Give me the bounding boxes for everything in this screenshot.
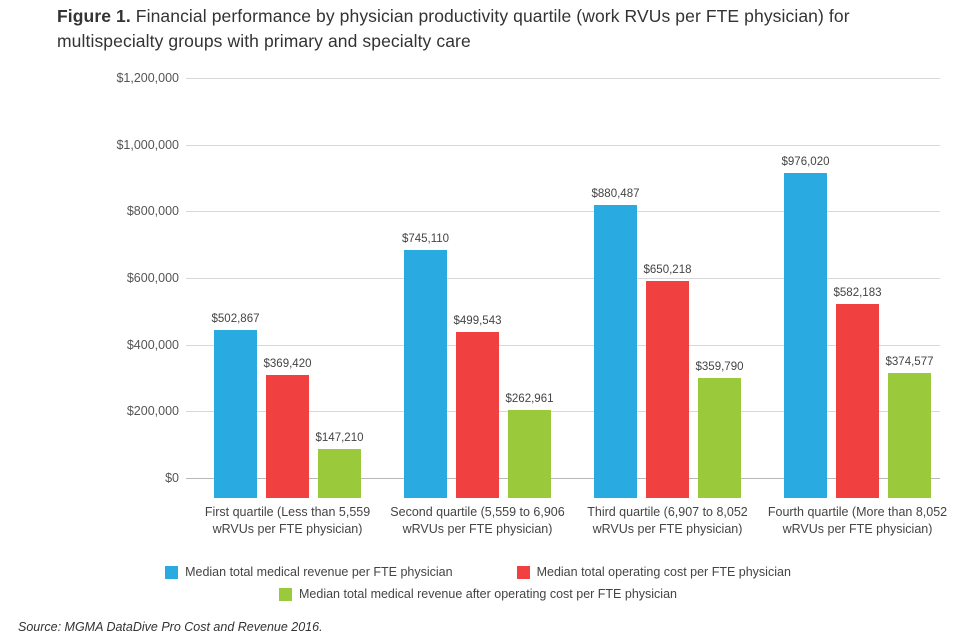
bar-rect (698, 378, 741, 498)
bar-group: $880,487 $650,218 $359,790 Third quartile (… (587, 98, 748, 536)
x-axis-category-label: Second quartile (5,559 to 6,906 wRVUs pe… (390, 505, 565, 536)
bar-value-label: $745,110 (401, 232, 450, 245)
y-axis-tick-label: $600,000 (126, 271, 179, 285)
bar: $499,543 (454, 315, 501, 498)
gridline (186, 211, 940, 213)
bar: $369,420 (264, 358, 311, 498)
bar: $650,218 (644, 264, 691, 498)
y-axis-tick-label: $200,000 (126, 404, 179, 419)
y-axis-tick-label: $1,200,000 (116, 71, 179, 85)
legend-item-series2: Median total operating cost per FTE phys… (516, 565, 791, 579)
bar-value-label: $880,487 (591, 187, 640, 200)
bar: $262,961 (506, 393, 553, 498)
bar-rect (456, 331, 499, 498)
bar-rect (888, 373, 931, 498)
page-title: Figure 1. Financial performance by physi… (57, 4, 887, 54)
bar-value-label: $262,961 (505, 393, 554, 406)
y-axis-tick-label: $800,000 (126, 204, 179, 219)
bars: $880,487 $650,218 $359,790 (589, 98, 746, 498)
gridline (186, 344, 940, 346)
bar-group: $502,867 $369,420 $147,210 First quartile (… (205, 98, 370, 536)
gridline (186, 278, 940, 279)
bar-rect (784, 172, 827, 498)
bar: $359,790 (696, 361, 743, 498)
bar-value-label: $976,020 (781, 155, 830, 168)
bar-rect (646, 281, 689, 498)
legend-label: Median total medical revenue after opera… (299, 587, 677, 601)
bar: $502,867 (212, 313, 259, 498)
bar-rect (214, 330, 257, 498)
legend-row-1: Median total medical revenue per FTE phy… (0, 565, 956, 579)
bar-rect (318, 448, 361, 498)
source-note: Source: MGMA DataDive Pro Cost and Reven… (18, 620, 323, 634)
bar-value-label: $359,790 (695, 361, 744, 374)
legend-item-series1: Median total medical revenue per FTE phy… (165, 565, 453, 579)
gridline (186, 78, 940, 79)
bar-group: $745,110 $499,543 $262,961 Second quartile … (390, 98, 564, 536)
gridline (186, 411, 940, 413)
bar-value-label: $499,543 (453, 314, 502, 327)
bar-rect (594, 204, 637, 498)
bar-value-label: $147,210 (315, 431, 364, 444)
legend-label: Median total medical revenue per FTE phy… (185, 565, 453, 579)
bar-rect (836, 303, 879, 498)
bars: $745,110 $499,543 $262,961 (399, 98, 556, 498)
y-axis-tick-label: $400,000 (126, 337, 179, 352)
bar: $745,110 (402, 233, 449, 498)
chart-legend: Median total medical revenue per FTE phy… (0, 565, 956, 609)
y-axis-tick-label: $1,000,000 (116, 137, 179, 152)
x-axis-category-label: Third quartile (6,907 to 8,052 wRVUs per… (587, 505, 748, 536)
gridline (186, 144, 940, 146)
x-axis-category-label: Fourth quartile (More than 8,052 wRVUs p… (767, 505, 948, 536)
legend-item-series3: Median total medical revenue after opera… (279, 587, 677, 601)
legend-swatch-icon (279, 587, 292, 601)
bar-value-label: $582,183 (833, 286, 882, 299)
bar: $582,183 (834, 287, 881, 498)
x-axis-category-label: First quartile (Less than 5,559 wRVUs pe… (204, 505, 371, 536)
bar: $976,020 (782, 156, 829, 498)
bar: $374,577 (886, 356, 933, 498)
legend-row-2: Median total medical revenue after opera… (0, 587, 956, 601)
bar-value-label: $502,867 (211, 313, 260, 326)
bar-rect (508, 410, 551, 498)
bar-rect (404, 249, 447, 498)
bar-value-label: $650,218 (643, 264, 692, 277)
bar-value-label: $369,420 (263, 357, 312, 370)
bars: $502,867 $369,420 $147,210 (209, 98, 366, 498)
legend-swatch-icon (165, 565, 179, 579)
bar-chart: $0 $200,000 $400,000 $600,000 $800,000 $1,000… (0, 71, 956, 536)
bar-group: $976,020 $582,183 $374,577 Fourth quartile … (768, 98, 947, 536)
legend-label: Median total operating cost per FTE phys… (536, 565, 791, 579)
legend-swatch-icon (516, 565, 530, 579)
y-axis-tick-label: $0 (165, 471, 179, 485)
bar: $147,210 (316, 432, 363, 498)
bar: $880,487 (592, 188, 639, 498)
bar-rect (266, 374, 309, 498)
figure-title-text: Financial performance by physician produ… (57, 6, 850, 51)
bar-value-label: $374,577 (885, 356, 934, 369)
bars: $976,020 $582,183 $374,577 (779, 98, 936, 498)
x-axis-line (186, 478, 940, 479)
figure-number: Figure 1. (57, 6, 131, 26)
